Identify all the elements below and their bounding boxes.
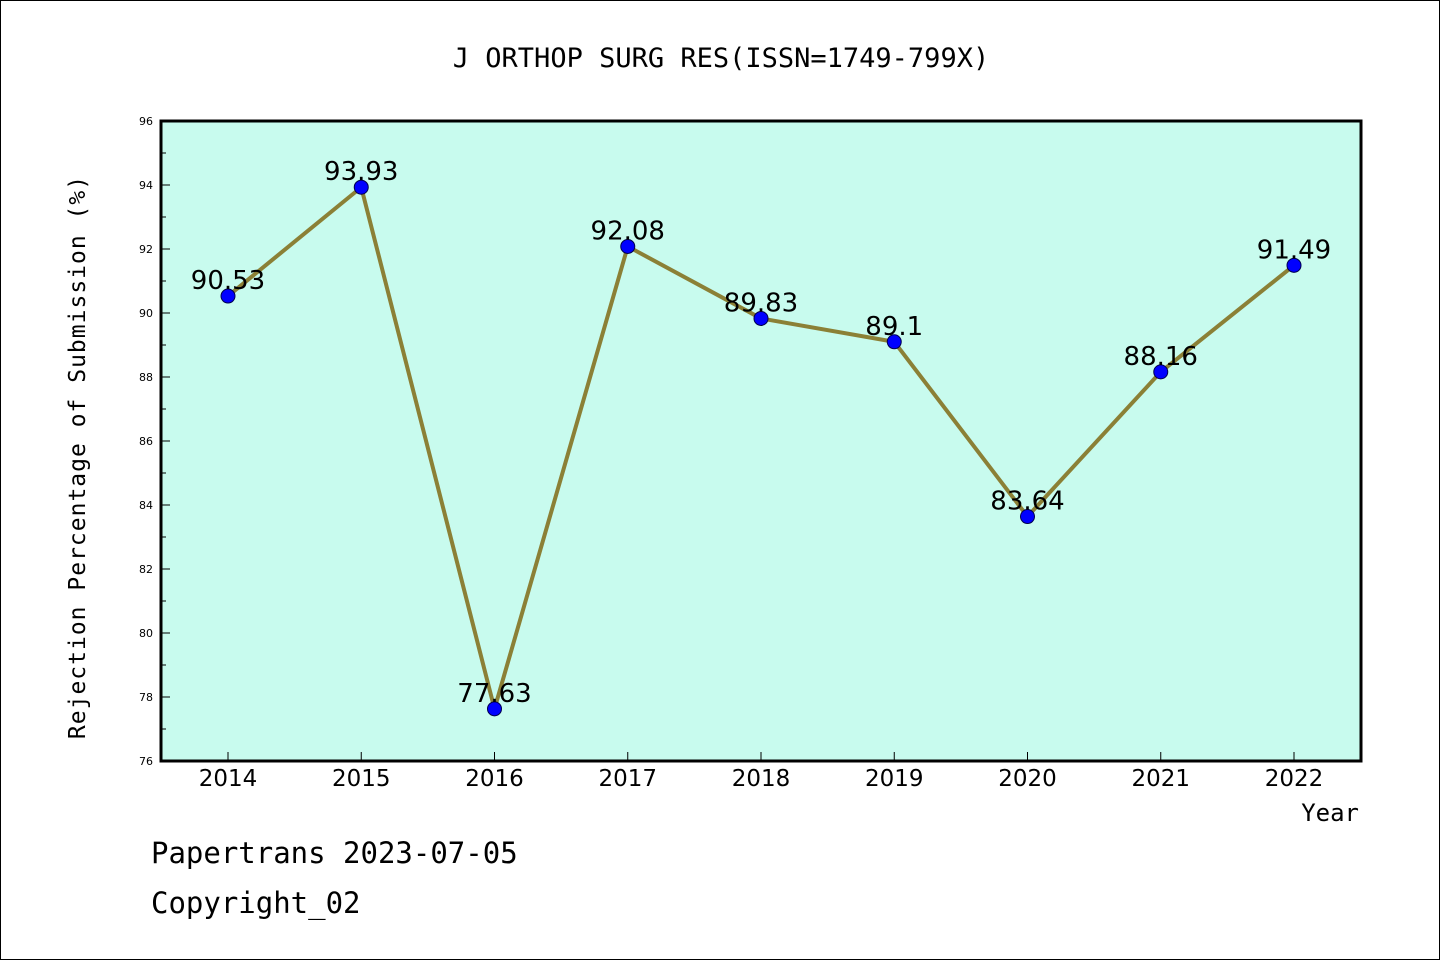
y-tick-label: 84 (139, 499, 153, 512)
x-tick-label: 2018 (732, 766, 791, 792)
series-layer (220, 179, 1302, 717)
x-tick-label: 2019 (865, 766, 924, 792)
data-point (1286, 257, 1302, 273)
plot-area (161, 121, 1361, 761)
y-tick-label: 80 (139, 627, 153, 640)
data-point (1020, 509, 1035, 525)
footer-copyright-text: Copyright_02 (151, 886, 361, 920)
data-label: 93.93 (324, 157, 398, 187)
x-tick-label: 2020 (998, 766, 1057, 792)
data-label: 83.64 (990, 487, 1064, 517)
data-label: 90.53 (191, 266, 265, 296)
y-tick-label: 94 (139, 179, 153, 192)
x-tick-label: 2015 (332, 766, 391, 792)
x-tick-label: 2017 (598, 766, 657, 792)
y-axis: 76 78 80 82 84 86 88 90 92 94 96 (139, 115, 170, 768)
footer-date-text: Papertrans 2023-07-05 (151, 836, 518, 870)
y-tick-label: 82 (139, 563, 153, 576)
data-label: 88.16 (1124, 342, 1198, 372)
y-tick-label: 78 (139, 691, 153, 704)
data-point (753, 310, 769, 326)
data-label: 91.49 (1257, 235, 1331, 265)
data-label: 89.1 (865, 312, 923, 342)
x-axis-label: Year (1301, 799, 1359, 827)
data-point (487, 701, 502, 717)
x-axis: 2014 2015 2016 2017 2018 2019 2020 2021 2022 (199, 752, 1324, 792)
x-tick-label: 2021 (1131, 766, 1190, 792)
data-point (353, 179, 369, 195)
y-tick-label: 86 (139, 435, 153, 448)
y-tick-label: 76 (139, 755, 153, 768)
data-point (620, 238, 636, 254)
data-label: 77.63 (457, 679, 531, 709)
data-label: 89.83 (724, 288, 798, 318)
x-tick-label: 2016 (465, 766, 524, 792)
x-tick-label: 2014 (199, 766, 258, 792)
data-label: 92.08 (591, 216, 665, 246)
plot-frame (159, 119, 1363, 763)
data-labels: 90.53 93.93 77.63 92.08 89.83 89.1 83.64 88.16 9… (191, 157, 1331, 709)
y-tick-label: 90 (139, 307, 153, 320)
data-point (1153, 364, 1169, 380)
y-tick-label: 92 (139, 243, 153, 256)
y-tick-label: 96 (139, 115, 153, 128)
data-point (886, 334, 902, 350)
y-axis-label: Rejection Percentage of Submission (%) (65, 175, 91, 739)
chart-title: J ORTHOP SURG RES(ISSN=1749-799X) (453, 43, 989, 74)
y-tick-label: 88 (139, 371, 153, 384)
x-tick-label: 2022 (1265, 766, 1324, 792)
data-point (220, 288, 236, 304)
